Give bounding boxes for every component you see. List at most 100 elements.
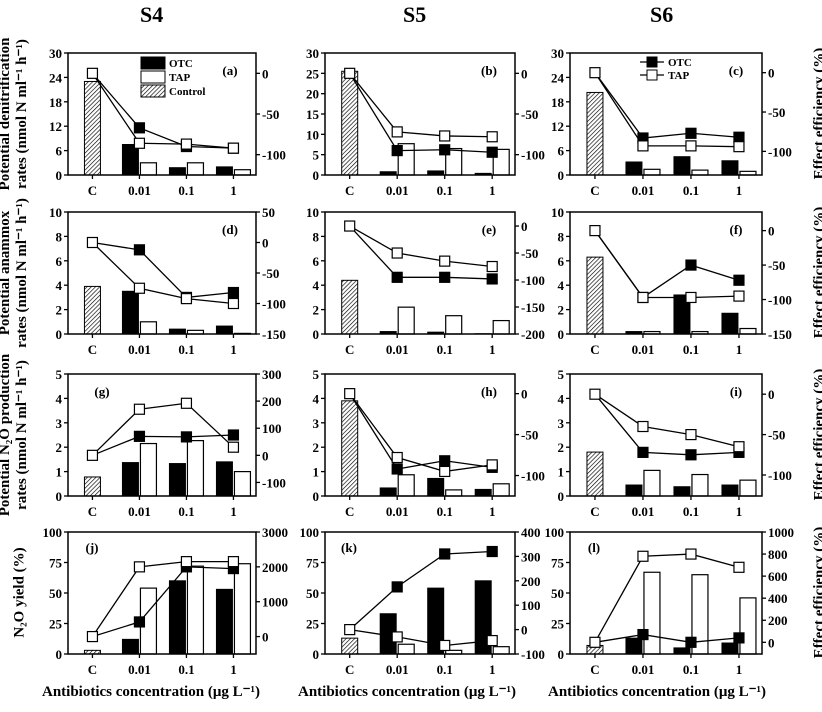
x-tick-label: C <box>88 662 97 677</box>
marker-otc <box>637 446 649 458</box>
marker-otc <box>685 449 697 461</box>
y2-tick-label: 300 <box>521 549 541 564</box>
marker-tap <box>86 630 99 643</box>
y-tick-label: 4 <box>313 278 320 293</box>
y2-tick-label: 100 <box>521 598 541 613</box>
marker-otc <box>685 636 697 648</box>
y-tick-label: 3 <box>56 416 63 431</box>
y2-tick-label: 800 <box>768 547 788 562</box>
x-tick-label: 0.01 <box>128 183 151 198</box>
y2-tick-label: -100 <box>262 297 286 312</box>
bar-otc <box>427 477 445 497</box>
legend-label: OTC <box>668 57 692 69</box>
line-tap <box>594 553 740 643</box>
plot-frame <box>324 211 516 335</box>
y-tick-label: 30 <box>49 46 62 61</box>
y-tick-label: 0 <box>313 327 320 342</box>
column-title-s6: S6 <box>650 2 674 27</box>
bar-otc <box>121 638 139 655</box>
y-tick-label: 0 <box>558 168 565 183</box>
x-tick-label: C <box>590 342 599 357</box>
y2-tick-label: 600 <box>768 569 788 584</box>
y-tick-label: 6 <box>558 144 565 159</box>
x-tick-label: 0.1 <box>683 342 699 357</box>
marker-tap <box>344 220 356 232</box>
y-tick-label: 75 <box>49 556 63 571</box>
y-tick-label: 0 <box>558 647 565 662</box>
marker-otc <box>486 273 498 285</box>
y-tick-label: 0 <box>313 647 320 662</box>
x-tick-label: 1 <box>230 342 237 357</box>
y-tick-label: 0 <box>56 327 63 342</box>
y-tick-label: 24 <box>551 70 565 85</box>
line-otc <box>594 393 739 456</box>
panel-label: (c) <box>729 63 743 78</box>
bar-tap <box>233 471 252 497</box>
y2-tick-label: 100 <box>262 421 282 436</box>
legend-label: TAP <box>668 70 689 82</box>
marker-otc <box>733 632 745 644</box>
marker-tap <box>637 291 649 304</box>
legend-marker <box>646 56 658 68</box>
marker-otc <box>391 463 403 475</box>
y-tick-label: 75 <box>306 556 320 571</box>
bar-tap <box>186 440 205 497</box>
panel-a <box>64 52 260 179</box>
x-tick-label: 0.1 <box>437 183 453 198</box>
y2-tick-label: 0 <box>521 66 528 81</box>
bar-otc <box>673 486 691 497</box>
y2-tick-label: 0 <box>262 236 269 251</box>
marker-otc <box>133 616 146 628</box>
y-tick-label: 5 <box>558 367 565 382</box>
marker-tap <box>439 255 451 267</box>
y2-tick-label: 1000 <box>768 525 794 540</box>
bar-otc <box>721 312 739 335</box>
line-tap <box>91 402 234 456</box>
x-label-s6: Antibiotics concentration (μg L⁻¹) <box>548 684 766 700</box>
marker-otc <box>486 545 498 558</box>
x-tick-label: 0.01 <box>632 662 655 677</box>
y-tick-label: 4 <box>313 391 320 406</box>
marker-otc <box>227 429 240 441</box>
y2-tick-label: -50 <box>768 258 785 273</box>
y-tick-label: 6 <box>56 144 63 159</box>
marker-tap <box>685 548 697 560</box>
marker-otc <box>486 146 498 158</box>
y2-tick-label: -100 <box>262 475 286 490</box>
x-tick-label: 1 <box>230 183 237 198</box>
y2-tick-label: 0 <box>768 224 775 239</box>
marker-tap <box>180 556 193 568</box>
marker-tap <box>180 397 193 409</box>
bar-otc <box>721 484 739 497</box>
marker-tap <box>227 556 240 568</box>
y-tick-label: 4 <box>56 278 63 293</box>
legend-swatch-tap <box>140 70 166 84</box>
column-title-s5: S5 <box>403 2 427 27</box>
y-tick-label: 5 <box>313 367 320 382</box>
panel-label: (i) <box>730 384 742 399</box>
y-tick-label: 18 <box>551 95 565 110</box>
marker-otc <box>439 548 451 560</box>
line-tap <box>349 225 493 268</box>
panel-d <box>64 211 260 338</box>
y2-tick-label: -200 <box>521 327 545 342</box>
x-tick-label: 0.01 <box>386 183 409 198</box>
y-tick-label: 10 <box>551 205 564 220</box>
x-tick-label: 1 <box>736 342 743 357</box>
bar-control <box>341 279 359 335</box>
marker-tap <box>685 428 697 441</box>
y-tick-label: 10 <box>306 205 319 220</box>
x-tick-label: C <box>88 342 97 357</box>
y-tick-label: 100 <box>545 525 565 540</box>
y-tick-label: 100 <box>300 525 320 540</box>
y-tick-label: 5 <box>56 367 63 382</box>
marker-tap <box>391 451 403 464</box>
marker-otc <box>391 271 403 283</box>
y2-tick-label: -100 <box>768 293 792 308</box>
y2-tick-label: -100 <box>768 144 792 159</box>
y2-tick-label: -100 <box>262 148 286 163</box>
panel-label: (h) <box>481 384 497 399</box>
y-tick-label: 25 <box>306 66 320 81</box>
panel-label: (f) <box>730 222 743 237</box>
y2-tick-label: 0 <box>262 448 269 463</box>
